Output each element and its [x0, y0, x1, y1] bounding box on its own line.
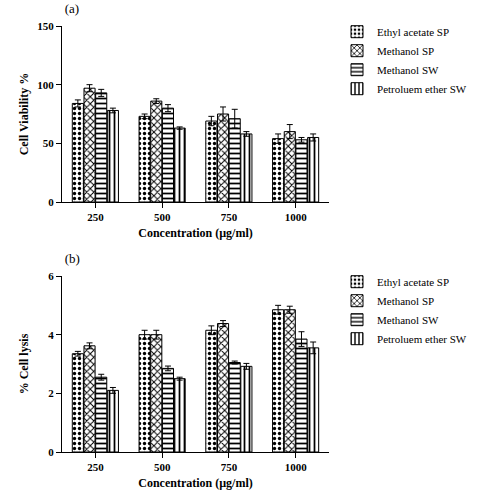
svg-text:250: 250: [87, 211, 104, 223]
svg-text:Ethyl acetate SP: Ethyl acetate SP: [377, 276, 449, 288]
svg-text:Methanol SP: Methanol SP: [377, 295, 434, 307]
svg-text:% Cell lysis: % Cell lysis: [17, 333, 31, 394]
svg-text:(a): (a): [65, 1, 79, 16]
svg-text:500: 500: [154, 461, 171, 473]
svg-text:Petroluem ether SW: Petroluem ether SW: [377, 333, 467, 345]
svg-text:2: 2: [48, 387, 54, 399]
svg-text:500: 500: [154, 211, 171, 223]
svg-text:Methanol SP: Methanol SP: [377, 45, 434, 57]
svg-text:Concentration (µg/ml): Concentration (µg/ml): [138, 226, 253, 240]
svg-text:Petroluem ether SW: Petroluem ether SW: [377, 83, 467, 95]
svg-text:Cell Viability %: Cell Viability %: [17, 73, 31, 156]
svg-text:4: 4: [48, 329, 54, 341]
svg-text:50: 50: [43, 137, 55, 149]
svg-text:250: 250: [87, 461, 104, 473]
svg-text:1000: 1000: [285, 461, 308, 473]
svg-text:100: 100: [37, 79, 54, 91]
svg-text:750: 750: [221, 461, 238, 473]
svg-text:0: 0: [48, 446, 54, 458]
svg-text:6: 6: [48, 270, 54, 282]
svg-text:Methanol SW: Methanol SW: [377, 64, 439, 76]
svg-text:0: 0: [48, 196, 54, 208]
svg-text:1000: 1000: [285, 211, 308, 223]
svg-text:(b): (b): [65, 251, 80, 266]
svg-text:750: 750: [221, 211, 238, 223]
svg-text:150: 150: [37, 20, 54, 32]
svg-text:Methanol SW: Methanol SW: [377, 314, 439, 326]
svg-text:Ethyl acetate SP: Ethyl acetate SP: [377, 26, 449, 38]
svg-text:Concentration (µg/ml): Concentration (µg/ml): [138, 476, 253, 490]
